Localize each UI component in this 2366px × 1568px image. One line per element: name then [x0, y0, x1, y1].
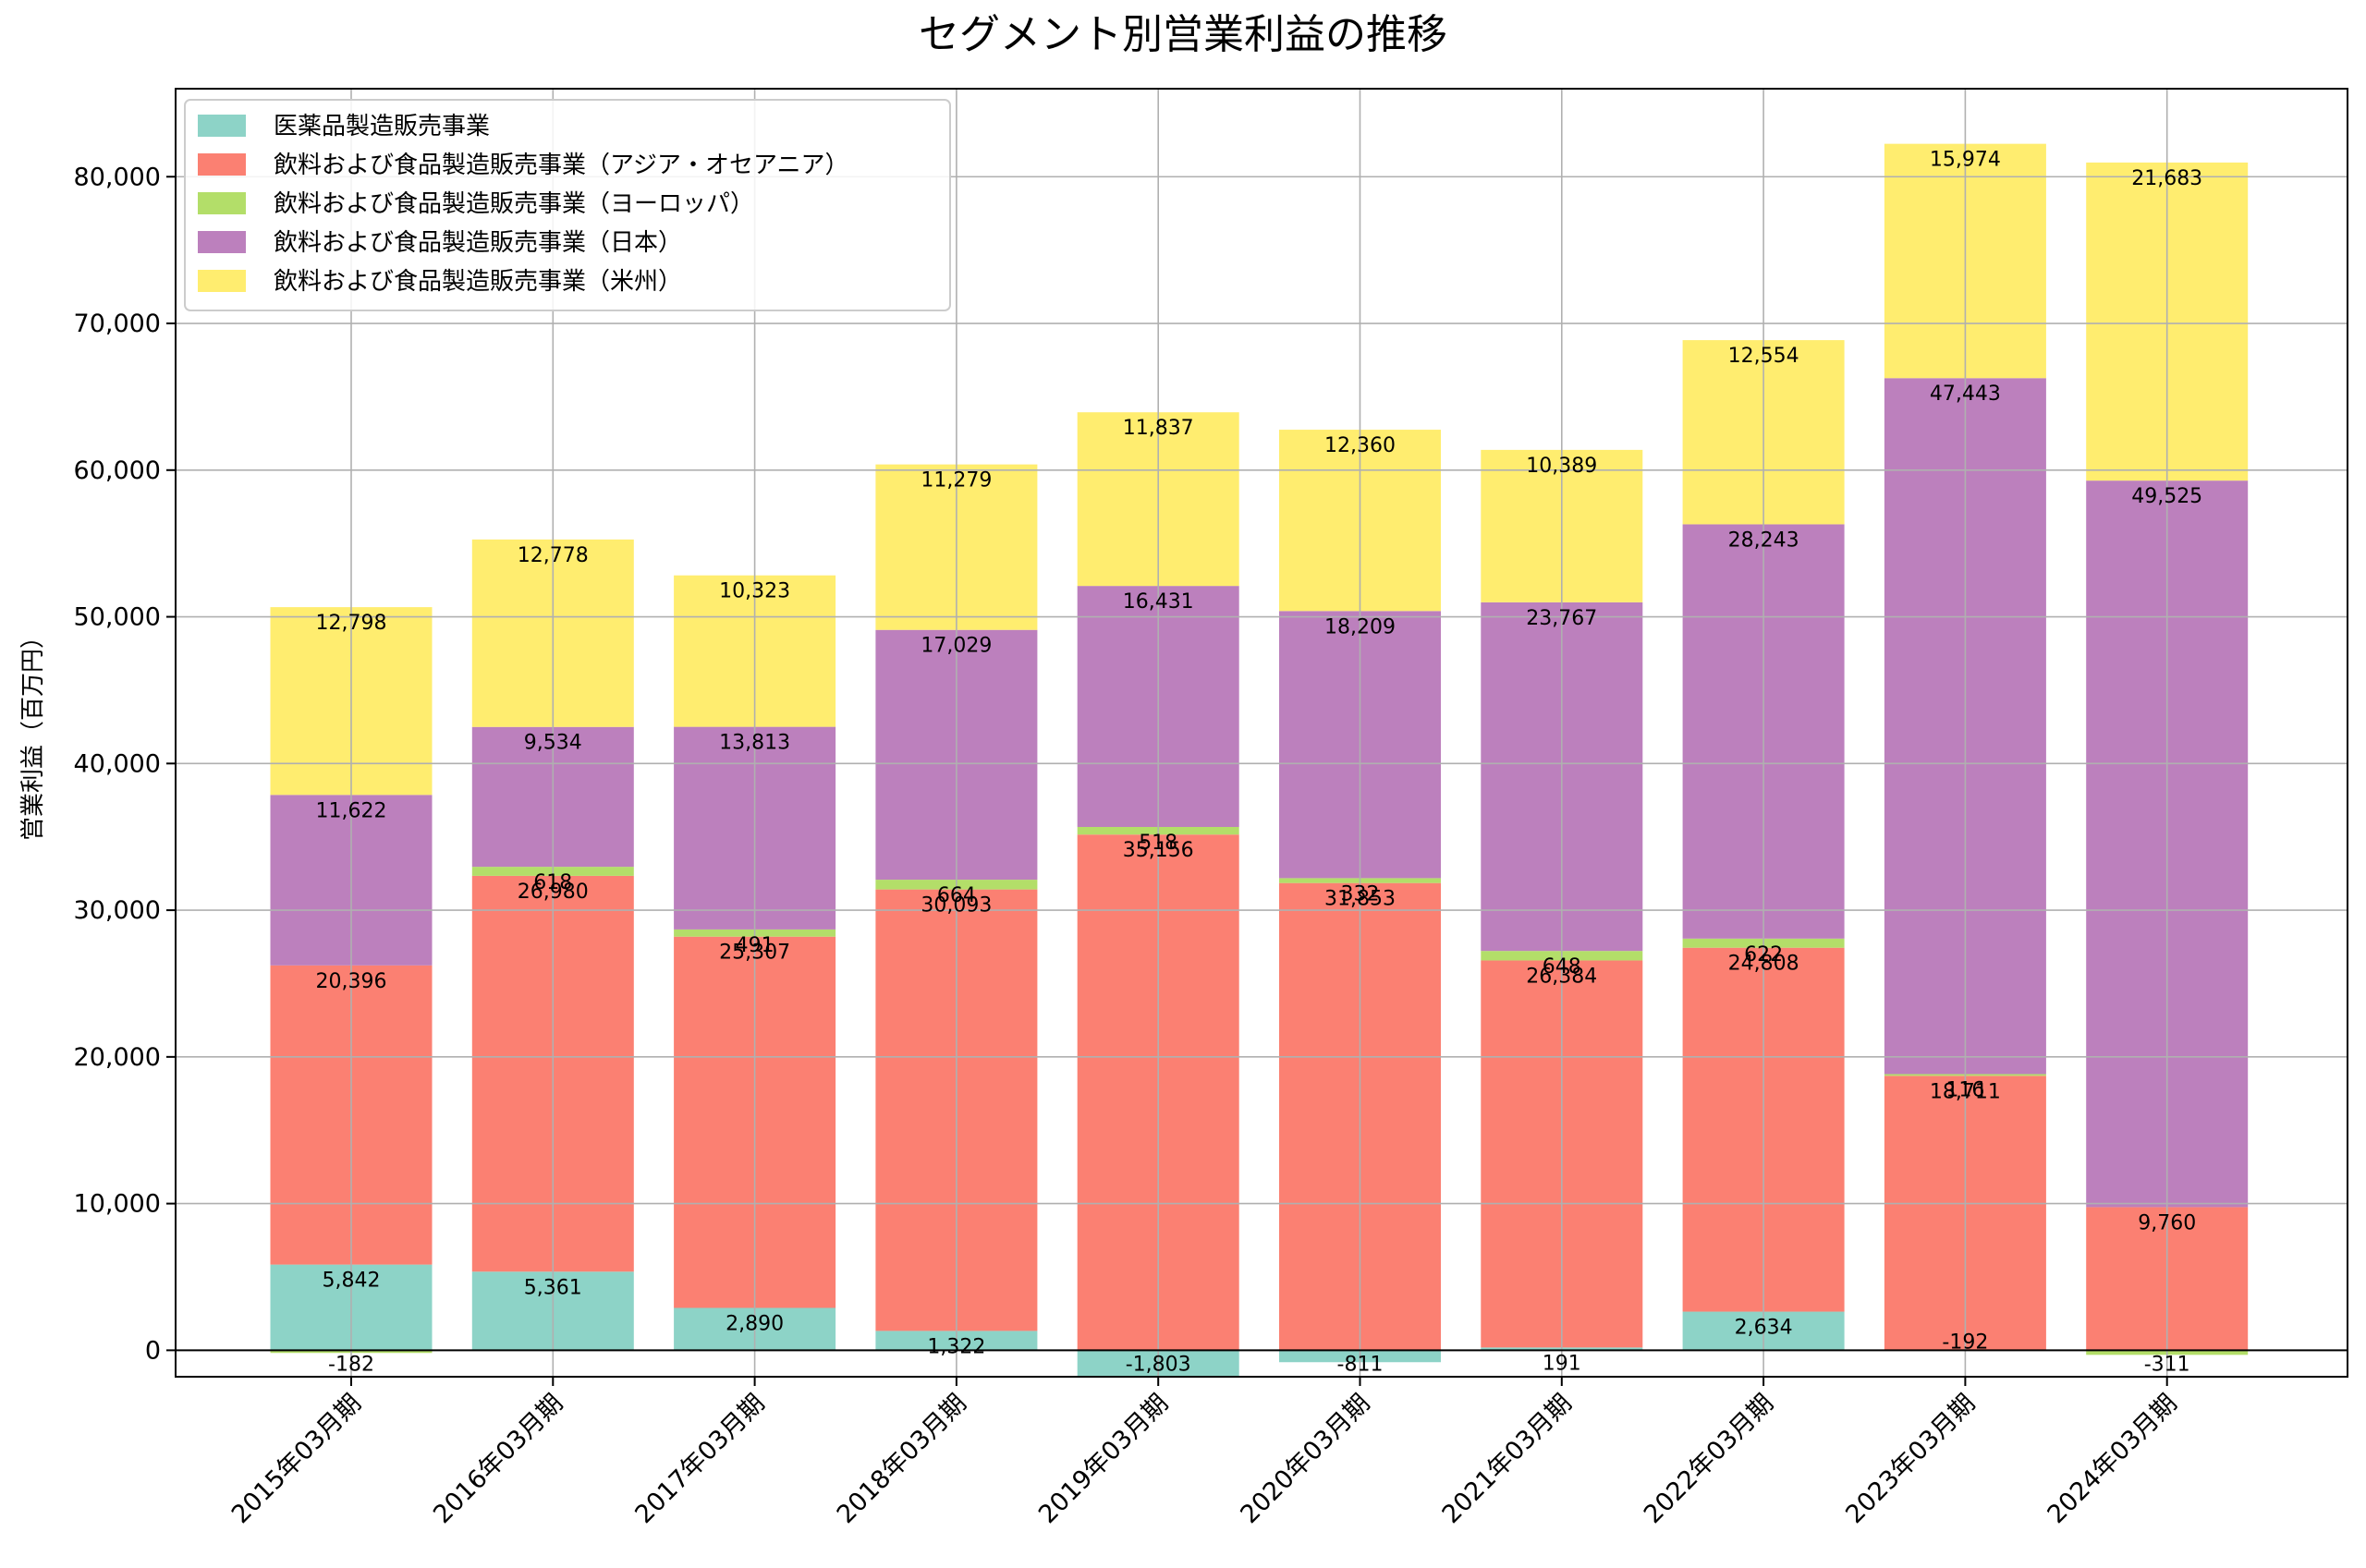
data-label: 26,980: [518, 881, 589, 904]
x-tick-label: 2020年03月期: [1235, 1389, 1375, 1529]
data-label: 10,389: [1526, 455, 1597, 478]
data-label: 5,361: [524, 1276, 582, 1299]
data-label: -1,803: [1126, 1353, 1191, 1376]
x-tick-label: 2024年03月期: [2043, 1389, 2183, 1529]
data-label: 35,156: [1123, 839, 1194, 862]
data-label: 13,813: [719, 732, 790, 755]
data-label: 12,360: [1324, 434, 1396, 457]
legend-swatch: [198, 115, 246, 137]
data-label: 2,634: [1735, 1317, 1793, 1340]
x-tick-label: 2018年03月期: [832, 1389, 972, 1529]
y-tick-label: 20,000: [74, 1043, 161, 1072]
y-tick-label: 30,000: [74, 896, 161, 925]
x-tick-label: 2015年03月期: [226, 1389, 367, 1529]
data-label: 1,322: [927, 1335, 985, 1358]
data-label: 2,890: [726, 1312, 784, 1335]
y-tick-label: 50,000: [74, 603, 161, 632]
x-tick-label: 2019年03月期: [1033, 1389, 1174, 1529]
data-label: 648: [1543, 955, 1581, 978]
data-label: 20,396: [316, 970, 387, 993]
y-tick-label: 80,000: [74, 163, 161, 191]
data-label: -192: [1942, 1331, 1988, 1354]
data-label: 49,525: [2131, 485, 2202, 508]
x-tick-label: 2021年03月期: [1437, 1389, 1578, 1529]
data-label: -811: [1337, 1353, 1384, 1376]
data-label: 11,279: [921, 469, 992, 492]
data-label: 18,209: [1324, 615, 1396, 638]
data-label: 30,093: [921, 894, 992, 918]
data-label: 9,534: [524, 732, 582, 755]
data-label: 18,711: [1930, 1080, 2001, 1103]
legend-swatch: [198, 231, 246, 253]
data-label: 24,808: [1728, 953, 1799, 976]
y-axis-label: 営業利益（百万円）: [19, 625, 47, 841]
data-label: 622: [1744, 943, 1783, 966]
data-label: 11,837: [1123, 417, 1194, 440]
data-label: 47,443: [1930, 383, 2001, 406]
data-label: 21,683: [2131, 167, 2202, 190]
x-tick-label: 2017年03月期: [629, 1389, 770, 1529]
legend-swatch: [198, 192, 246, 214]
legend-entry: 医薬品製造販売事業: [274, 113, 490, 140]
data-label: 12,778: [518, 544, 589, 567]
legend-entry: 飲料および食品製造販売事業（アジア・オセアニア）: [274, 152, 848, 179]
data-label: 332: [1341, 882, 1380, 906]
data-label: 11,622: [316, 799, 387, 822]
legend-entry: 飲料および食品製造販売事業（ヨーロッパ）: [274, 190, 754, 218]
data-label: 17,029: [921, 635, 992, 658]
data-label: 28,243: [1728, 529, 1799, 552]
y-tick-label: 70,000: [74, 310, 161, 338]
data-label: 31,853: [1324, 888, 1396, 911]
data-label: 23,767: [1526, 607, 1597, 630]
x-tick-label: 2016年03月期: [428, 1389, 568, 1529]
y-tick-label: 60,000: [74, 456, 161, 485]
x-tick-label: 2022年03月期: [1639, 1389, 1779, 1529]
data-label: 5,842: [323, 1270, 381, 1293]
data-label: 12,554: [1728, 345, 1799, 368]
plot-area: 5,842 5,361 2,890 1,322 -1,803 -811 191 2,634 20…: [74, 88, 2348, 1529]
y-tick-label: 10,000: [74, 1190, 161, 1219]
data-label: 10,323: [719, 580, 790, 603]
y-tick-label: 40,000: [74, 749, 161, 778]
plot-frame: [175, 88, 2348, 1378]
data-label: 16,431: [1123, 590, 1194, 614]
legend-box: [184, 99, 951, 311]
data-label: 618: [533, 871, 572, 894]
data-label: 491: [736, 934, 774, 957]
legend-entry: 飲料および食品製造販売事業（米州）: [274, 268, 682, 296]
data-label: 15,974: [1930, 149, 2001, 172]
legend-swatch: [198, 153, 246, 176]
x-tick-label: 2023年03月期: [1840, 1389, 1981, 1529]
y-tick-label: 0: [145, 1336, 161, 1365]
data-label: 518: [1139, 832, 1177, 855]
data-label: 191: [1543, 1352, 1581, 1375]
chart-title: セグメント別営業利益の推移: [919, 11, 1447, 58]
data-label: 26,384: [1526, 965, 1597, 988]
data-label: -182: [328, 1353, 374, 1376]
data-label: 116: [1945, 1078, 1984, 1101]
data-label: 25,307: [719, 942, 790, 965]
data-label: 664: [937, 884, 976, 907]
data-label: 9,760: [2138, 1211, 2196, 1234]
legend-swatch: [198, 270, 246, 292]
data-label: 12,798: [316, 612, 387, 635]
legend-entry: 飲料および食品製造販売事業（日本）: [274, 229, 682, 257]
data-label: -311: [2144, 1353, 2190, 1376]
